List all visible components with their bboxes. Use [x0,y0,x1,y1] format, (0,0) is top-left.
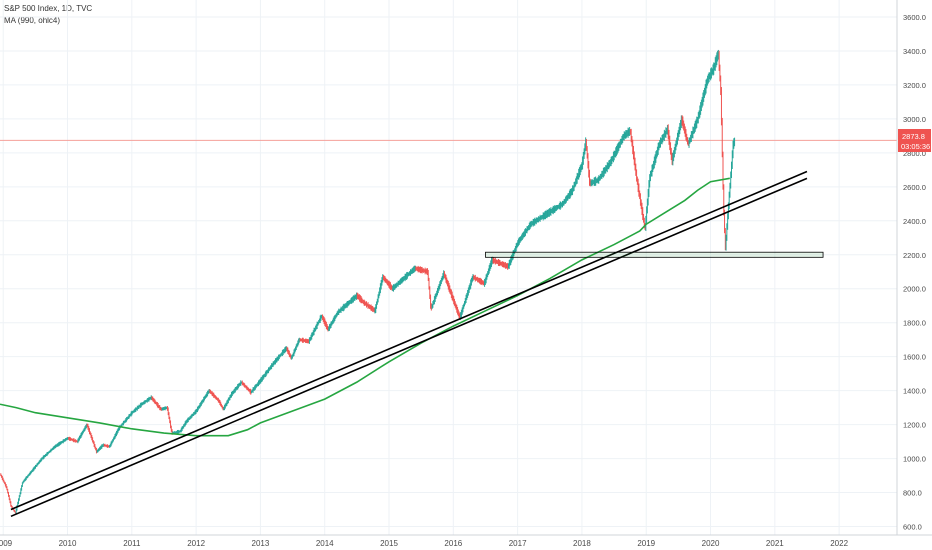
x-tick-label: 2011 [123,539,141,548]
chart-title: S&P 500 Index, 1D, TVC [4,4,93,13]
y-tick-label: 800.0 [903,489,922,498]
y-tick-label: 2400.0 [903,217,926,226]
x-tick-label: 2017 [509,539,527,548]
y-tick-label: 3400.0 [903,47,926,56]
time-axis[interactable]: 2009 2010 2011 2012 2013 2014 2015 2016 2017 2018… [0,539,849,548]
y-tick-label: 1200.0 [903,421,926,430]
y-tick-label: 1600.0 [903,353,926,362]
y-tick-label: 600.0 [903,523,922,532]
price-axis[interactable]: 600.0 800.0 1000.0 1200.0 1400.0 1600.0 1800.0… [903,13,926,532]
y-tick-label: 3000.0 [903,115,926,124]
grid [0,0,897,535]
annotations [10,170,824,518]
indicator-label: MA (990, ohlc4) [4,16,61,25]
y-tick-label: 2000.0 [903,285,926,294]
x-tick-label: 2022 [830,539,848,548]
last-price-box [898,129,931,152]
bar-countdown: 03:05:36 [901,142,930,151]
chart-legend: S&P 500 Index, 1D, TVC MA (990, ohlc4) [4,3,92,27]
y-tick-label: 2600.0 [903,183,926,192]
y-tick-label: 1400.0 [903,387,926,396]
last-price-tag: 2873.8 03:05:36 [898,129,931,152]
x-tick-label: 2021 [766,539,784,548]
trendline[interactable] [10,170,808,511]
support-zone-rect[interactable] [485,251,824,258]
x-tick-label: 2020 [702,539,720,548]
x-tick-label: 2012 [187,539,205,548]
x-tick-label: 2018 [573,539,591,548]
y-tick-label: 1800.0 [903,319,926,328]
trendline[interactable] [10,177,808,518]
x-tick-label: 2013 [252,539,270,548]
y-tick-label: 2800.0 [903,149,926,158]
y-tick-label: 3600.0 [903,13,926,22]
x-tick-label: 2019 [637,539,655,548]
x-tick-label: 2016 [444,539,462,548]
last-price-value: 2873.8 [902,132,925,141]
y-tick-label: 3200.0 [903,81,926,90]
y-tick-label: 2200.0 [903,251,926,260]
x-tick-label: 2010 [59,539,77,548]
y-tick-label: 1000.0 [903,455,926,464]
ma-line [0,177,730,437]
x-tick-label: 2015 [380,539,398,548]
x-tick-label: 2014 [316,539,334,548]
moving-average-series [0,177,730,437]
price-series [0,49,736,514]
x-tick-label: 2009 [0,539,13,548]
